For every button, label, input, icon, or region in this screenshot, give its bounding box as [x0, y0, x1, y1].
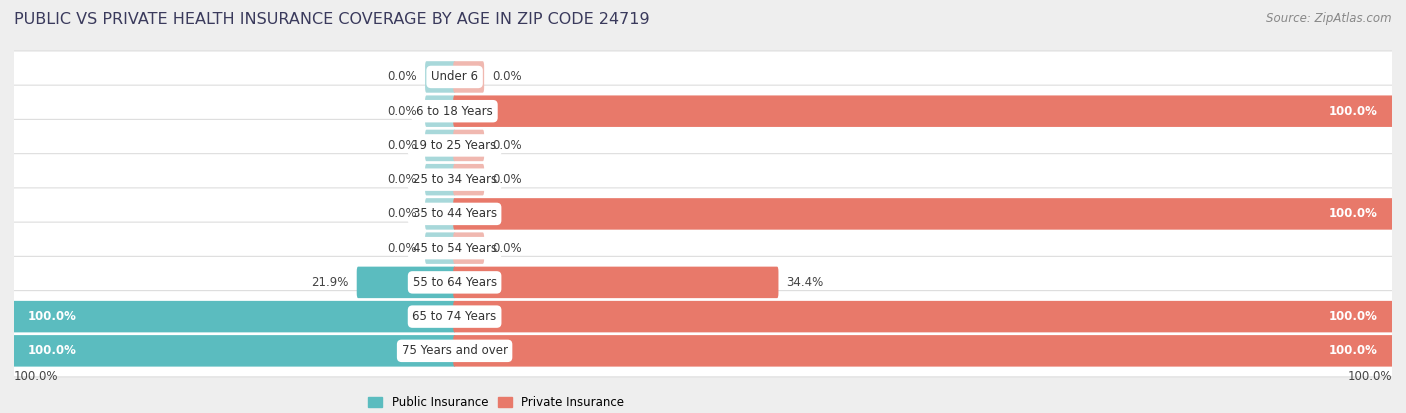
Text: 55 to 64 Years: 55 to 64 Years [412, 276, 496, 289]
Text: 0.0%: 0.0% [388, 242, 418, 255]
FancyBboxPatch shape [11, 51, 1395, 103]
FancyBboxPatch shape [453, 267, 779, 298]
FancyBboxPatch shape [11, 222, 1395, 274]
FancyBboxPatch shape [13, 301, 456, 332]
FancyBboxPatch shape [11, 85, 1395, 137]
Text: 65 to 74 Years: 65 to 74 Years [412, 310, 496, 323]
Text: 0.0%: 0.0% [388, 207, 418, 221]
FancyBboxPatch shape [453, 198, 1393, 230]
FancyBboxPatch shape [453, 335, 1393, 367]
FancyBboxPatch shape [11, 154, 1395, 206]
FancyBboxPatch shape [11, 291, 1395, 343]
Text: 35 to 44 Years: 35 to 44 Years [412, 207, 496, 221]
Text: 0.0%: 0.0% [492, 242, 522, 255]
FancyBboxPatch shape [11, 325, 1395, 377]
Text: 0.0%: 0.0% [388, 71, 418, 83]
Text: 100.0%: 100.0% [1329, 310, 1378, 323]
FancyBboxPatch shape [425, 198, 456, 230]
FancyBboxPatch shape [453, 130, 484, 161]
Text: 6 to 18 Years: 6 to 18 Years [416, 104, 494, 118]
FancyBboxPatch shape [13, 335, 456, 367]
FancyBboxPatch shape [425, 233, 456, 264]
Text: 34.4%: 34.4% [786, 276, 824, 289]
Text: 75 Years and over: 75 Years and over [402, 344, 508, 357]
FancyBboxPatch shape [453, 233, 484, 264]
Text: 100.0%: 100.0% [1329, 344, 1378, 357]
FancyBboxPatch shape [453, 164, 484, 195]
Text: 19 to 25 Years: 19 to 25 Years [412, 139, 496, 152]
Text: 100.0%: 100.0% [28, 310, 77, 323]
Text: 45 to 54 Years: 45 to 54 Years [412, 242, 496, 255]
Text: 25 to 34 Years: 25 to 34 Years [412, 173, 496, 186]
Text: 100.0%: 100.0% [28, 344, 77, 357]
Text: 0.0%: 0.0% [492, 139, 522, 152]
FancyBboxPatch shape [11, 119, 1395, 171]
Text: 0.0%: 0.0% [388, 104, 418, 118]
Text: PUBLIC VS PRIVATE HEALTH INSURANCE COVERAGE BY AGE IN ZIP CODE 24719: PUBLIC VS PRIVATE HEALTH INSURANCE COVER… [14, 12, 650, 27]
FancyBboxPatch shape [453, 95, 1393, 127]
FancyBboxPatch shape [453, 61, 484, 93]
Text: 100.0%: 100.0% [1329, 207, 1378, 221]
FancyBboxPatch shape [425, 61, 456, 93]
Text: 100.0%: 100.0% [14, 370, 59, 383]
Text: 0.0%: 0.0% [388, 173, 418, 186]
Text: 100.0%: 100.0% [1329, 104, 1378, 118]
FancyBboxPatch shape [425, 95, 456, 127]
FancyBboxPatch shape [11, 256, 1395, 309]
FancyBboxPatch shape [357, 267, 456, 298]
Text: Source: ZipAtlas.com: Source: ZipAtlas.com [1267, 12, 1392, 25]
Text: 21.9%: 21.9% [311, 276, 349, 289]
Text: 0.0%: 0.0% [492, 173, 522, 186]
Text: Under 6: Under 6 [432, 71, 478, 83]
Text: 0.0%: 0.0% [388, 139, 418, 152]
Legend: Public Insurance, Private Insurance: Public Insurance, Private Insurance [364, 391, 628, 413]
Text: 0.0%: 0.0% [492, 71, 522, 83]
FancyBboxPatch shape [11, 188, 1395, 240]
FancyBboxPatch shape [453, 301, 1393, 332]
Text: 100.0%: 100.0% [1347, 370, 1392, 383]
FancyBboxPatch shape [425, 130, 456, 161]
FancyBboxPatch shape [425, 164, 456, 195]
